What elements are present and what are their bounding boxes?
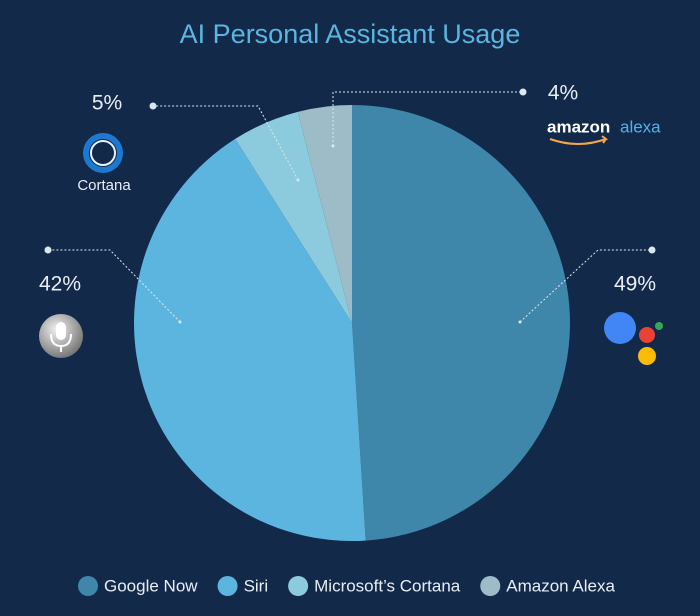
pie (134, 105, 570, 541)
logo-text: alexa (620, 117, 661, 136)
leader-end (178, 320, 182, 324)
leader-dot (44, 246, 52, 254)
cortana-icon (83, 133, 123, 173)
logo-text: amazon (547, 117, 610, 136)
pie-slice (235, 111, 352, 323)
legend-swatch (217, 576, 238, 596)
leader-dot (519, 88, 527, 96)
value-label: 42% (39, 273, 81, 296)
siri-icon (39, 314, 83, 358)
legend-swatch (78, 576, 98, 596)
leader-end (331, 144, 335, 148)
value-label: 4% (548, 82, 578, 105)
legend-swatch (288, 576, 309, 596)
leader-line (332, 91, 523, 146)
pie-slice (134, 138, 366, 541)
leader-dot (648, 246, 656, 254)
leader-line (153, 105, 299, 181)
legend-label: Microsoft’s Cortana (314, 576, 461, 595)
leader-end (296, 178, 300, 182)
legend-swatch (480, 576, 501, 596)
chart-title: AI Personal Assistant Usage (180, 19, 521, 49)
icon-label: Cortana (77, 177, 131, 194)
legend-label: Amazon Alexa (506, 576, 615, 595)
labels: 49% 42% 5% 4% (39, 82, 656, 324)
google-assistant-icon (604, 312, 663, 365)
leader-line (48, 249, 181, 323)
value-label: 5% (92, 92, 122, 115)
leader-dot (149, 102, 157, 110)
value-label: 49% (614, 273, 656, 296)
legend: Google Now Siri Microsoft’s Cortana Amazon … (78, 576, 615, 596)
legend-label: Siri (244, 576, 269, 595)
pie-slice (352, 105, 570, 541)
pie-slice (297, 105, 352, 323)
leader-end (518, 320, 522, 324)
legend-label: Google Now (104, 576, 198, 595)
logo-smile (549, 135, 609, 145)
